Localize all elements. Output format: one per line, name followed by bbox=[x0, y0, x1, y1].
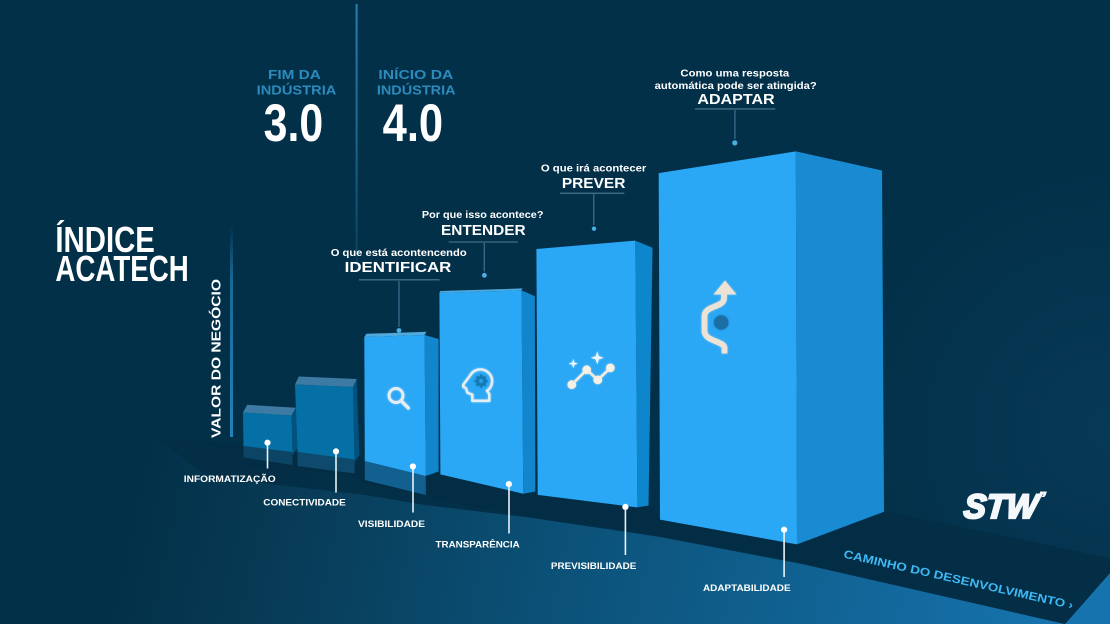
svg-text:3.0: 3.0 bbox=[264, 94, 324, 153]
svg-text:4.0: 4.0 bbox=[383, 94, 444, 153]
svg-text:”: ” bbox=[1037, 489, 1047, 507]
svg-text:Por que isso acontece?: Por que isso acontece? bbox=[422, 209, 544, 221]
svg-text:FIM DA: FIM DA bbox=[268, 68, 321, 82]
svg-text:INDÚSTRIA: INDÚSTRIA bbox=[377, 83, 456, 98]
svg-text:PREVER: PREVER bbox=[562, 175, 626, 192]
svg-text:CONECTIVIDADE: CONECTIVIDADE bbox=[263, 498, 346, 509]
svg-text:Como uma resposta: Como uma resposta bbox=[680, 67, 789, 79]
svg-text:INDÚSTRIA: INDÚSTRIA bbox=[257, 83, 337, 98]
svg-text:O que está acontencendo: O que está acontencendo bbox=[331, 247, 467, 259]
svg-text:TRANSPARÊNCIA: TRANSPARÊNCIA bbox=[436, 539, 520, 551]
svg-text:INÍCIO DA: INÍCIO DA bbox=[378, 67, 453, 82]
svg-text:ACATECH: ACATECH bbox=[55, 248, 188, 289]
svg-text:PREVISIBILIDADE: PREVISIBILIDADE bbox=[551, 561, 636, 572]
svg-text:ENTENDER: ENTENDER bbox=[441, 222, 526, 239]
svg-text:VALOR DO NEGÓCIO: VALOR DO NEGÓCIO bbox=[209, 279, 224, 438]
svg-text:VISIBILIDADE: VISIBILIDADE bbox=[358, 519, 425, 530]
svg-text:ADAPTABILIDADE: ADAPTABILIDADE bbox=[703, 583, 791, 594]
svg-text:ÍNDICE: ÍNDICE bbox=[55, 219, 154, 260]
svg-text:ADAPTAR: ADAPTAR bbox=[697, 91, 774, 108]
svg-text:INFORMATIZAÇÃO: INFORMATIZAÇÃO bbox=[184, 474, 276, 485]
svg-text:O que irá acontecer: O que irá acontecer bbox=[541, 162, 646, 174]
svg-text:IDENTIFICAR: IDENTIFICAR bbox=[345, 259, 452, 276]
svg-text:STW: STW bbox=[962, 488, 1042, 526]
svg-text:automática pode ser atingida?: automática pode ser atingida? bbox=[655, 80, 817, 92]
